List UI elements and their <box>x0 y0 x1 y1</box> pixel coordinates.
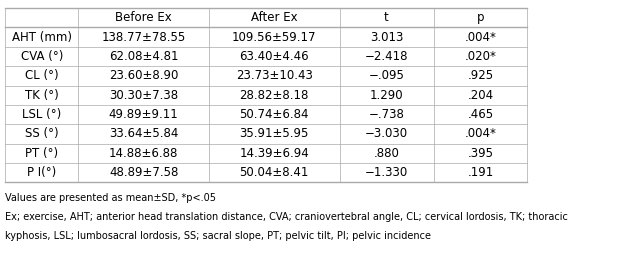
Text: .004*: .004* <box>464 128 497 140</box>
Text: 109.56±59.17: 109.56±59.17 <box>232 31 316 44</box>
Text: LSL (°): LSL (°) <box>22 108 61 121</box>
Text: 62.08±4.81: 62.08±4.81 <box>109 50 179 63</box>
Text: 49.89±9.11: 49.89±9.11 <box>109 108 179 121</box>
Text: 33.64±5.84: 33.64±5.84 <box>109 128 179 140</box>
Text: 63.40±4.46: 63.40±4.46 <box>239 50 309 63</box>
Text: −.738: −.738 <box>368 108 404 121</box>
Text: 23.73±10.43: 23.73±10.43 <box>236 69 312 82</box>
Text: .191: .191 <box>467 166 494 179</box>
Text: kyphosis, LSL; lumbosacral lordosis, SS; sacral slope, PT; pelvic tilt, PI; pelv: kyphosis, LSL; lumbosacral lordosis, SS;… <box>6 231 432 241</box>
Text: t: t <box>384 11 389 24</box>
Text: −.095: −.095 <box>368 69 404 82</box>
Text: p: p <box>477 11 484 24</box>
Text: 35.91±5.95: 35.91±5.95 <box>239 128 309 140</box>
Text: 28.82±8.18: 28.82±8.18 <box>239 89 309 102</box>
Text: .925: .925 <box>467 69 494 82</box>
Text: 30.30±7.38: 30.30±7.38 <box>109 89 179 102</box>
Text: .020*: .020* <box>464 50 497 63</box>
Text: .004*: .004* <box>464 31 497 44</box>
Text: 50.04±8.41: 50.04±8.41 <box>239 166 309 179</box>
Text: .465: .465 <box>467 108 494 121</box>
Text: 23.60±8.90: 23.60±8.90 <box>109 69 179 82</box>
Text: 48.89±7.58: 48.89±7.58 <box>109 166 179 179</box>
Text: Before Ex: Before Ex <box>115 11 172 24</box>
Text: 3.013: 3.013 <box>370 31 403 44</box>
Text: −3.030: −3.030 <box>365 128 408 140</box>
Text: SS (°): SS (°) <box>25 128 59 140</box>
Text: .395: .395 <box>467 147 494 160</box>
Text: After Ex: After Ex <box>251 11 298 24</box>
Text: .880: .880 <box>374 147 399 160</box>
Text: 14.39±6.94: 14.39±6.94 <box>239 147 309 160</box>
Text: P I(°): P I(°) <box>27 166 56 179</box>
Text: PT (°): PT (°) <box>25 147 58 160</box>
Text: 14.88±6.88: 14.88±6.88 <box>109 147 179 160</box>
Text: −1.330: −1.330 <box>365 166 408 179</box>
Text: 50.74±6.84: 50.74±6.84 <box>239 108 309 121</box>
Text: −2.418: −2.418 <box>365 50 408 63</box>
Text: CL (°): CL (°) <box>25 69 59 82</box>
Text: Ex; exercise, AHT; anterior head translation distance, CVA; craniovertebral angl: Ex; exercise, AHT; anterior head transla… <box>6 212 568 222</box>
Text: Values are presented as mean±SD, *p<.05: Values are presented as mean±SD, *p<.05 <box>6 193 216 203</box>
Text: 1.290: 1.290 <box>370 89 404 102</box>
Text: AHT (mm): AHT (mm) <box>12 31 72 44</box>
Text: .204: .204 <box>467 89 494 102</box>
Text: CVA (°): CVA (°) <box>20 50 63 63</box>
Text: 138.77±78.55: 138.77±78.55 <box>102 31 186 44</box>
Text: TK (°): TK (°) <box>25 89 59 102</box>
